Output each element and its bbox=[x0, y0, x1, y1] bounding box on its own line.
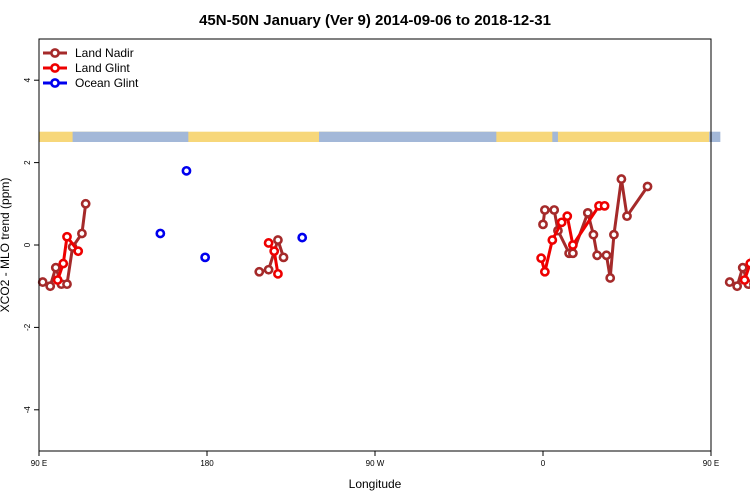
land-glint-point bbox=[263, 238, 274, 248]
legend-item-ocean-glint: Ocean Glint bbox=[43, 76, 139, 90]
land-glint-point bbox=[73, 246, 84, 257]
land-glint-point bbox=[269, 246, 280, 257]
land-nadir-point bbox=[567, 248, 578, 259]
y-tick-label: 0 bbox=[23, 242, 32, 247]
land-glint-series bbox=[52, 200, 750, 285]
land-nadir-point bbox=[582, 207, 593, 218]
ocean-glint-point bbox=[297, 232, 308, 243]
land-glint-line bbox=[56, 233, 80, 281]
land-nadir-point bbox=[254, 266, 265, 277]
land-nadir-point bbox=[50, 262, 61, 273]
land-nadir-point bbox=[609, 229, 619, 240]
land-nadir-point bbox=[539, 205, 550, 215]
land-glint-point bbox=[599, 200, 610, 211]
map-background-band bbox=[39, 131, 721, 142]
land-nadir-point bbox=[80, 198, 91, 209]
land-nadir-point bbox=[588, 229, 599, 240]
ocean-glint-point bbox=[155, 228, 166, 239]
land-nadir-point bbox=[724, 277, 735, 287]
legend-marker bbox=[50, 63, 60, 73]
land-glint-line bbox=[743, 257, 750, 281]
land-nadir-point bbox=[263, 264, 274, 275]
y-axis-label: XCO2 - MLO trend (ppm) bbox=[0, 178, 12, 313]
land-glint-point bbox=[745, 258, 750, 269]
land-glint-point bbox=[739, 275, 750, 285]
land-glint-point bbox=[536, 253, 547, 264]
land-glint-point bbox=[58, 258, 69, 269]
legend-item-land-nadir: Land Nadir bbox=[43, 46, 134, 60]
land-nadir-point bbox=[605, 273, 616, 283]
land-nadir-point bbox=[616, 174, 627, 184]
y-tick-label: 2 bbox=[23, 160, 32, 165]
x-tick-label: 90 W bbox=[366, 459, 385, 468]
land-nadir-point bbox=[642, 181, 653, 192]
land-nadir-point bbox=[45, 281, 56, 292]
legend-marker bbox=[50, 48, 60, 58]
land-glint-point bbox=[556, 217, 567, 228]
land-nadir-point bbox=[37, 277, 48, 287]
y-tick-label: -4 bbox=[23, 406, 32, 414]
land-nadir-series bbox=[37, 174, 750, 292]
x-tick-label: 0 bbox=[541, 459, 546, 468]
x-axis: 90 E 180 90 W 0 90 E bbox=[31, 451, 719, 468]
land-nadir-point bbox=[601, 250, 612, 261]
y-axis: -4 -2 0 2 4 bbox=[23, 77, 39, 413]
land-glint-point bbox=[567, 240, 578, 250]
land-nadir-point bbox=[62, 279, 72, 290]
x-tick-label: 90 E bbox=[703, 459, 719, 468]
x-tick-label: 180 bbox=[200, 459, 214, 468]
land-nadir-point bbox=[273, 235, 283, 245]
land-glint-point bbox=[539, 266, 550, 277]
chart-title: 45N-50N January (Ver 9) 2014-09-06 to 20… bbox=[199, 12, 551, 29]
legend-label: Ocean Glint bbox=[75, 76, 139, 90]
land-glint-point bbox=[547, 235, 558, 245]
ocean-glint-point bbox=[181, 165, 192, 176]
ocean-band bbox=[72, 131, 189, 142]
y-tick-label: -2 bbox=[23, 323, 32, 331]
ocean-glint-series bbox=[155, 165, 308, 263]
ocean-band bbox=[552, 131, 558, 142]
land-nadir-point bbox=[622, 211, 632, 222]
ocean-band bbox=[319, 131, 497, 142]
x-axis-label: Longitude bbox=[349, 477, 402, 491]
land-nadir-point bbox=[592, 250, 603, 261]
land-nadir-point bbox=[737, 262, 748, 273]
plot-frame bbox=[38, 38, 712, 452]
land-nadir-point bbox=[538, 219, 548, 230]
land-nadir-point bbox=[549, 205, 560, 215]
plot-area bbox=[37, 165, 750, 292]
land-nadir-line bbox=[42, 203, 88, 289]
land-nadir-point bbox=[77, 228, 87, 239]
land-glint-point bbox=[62, 231, 72, 242]
legend-item-land-glint: Land Glint bbox=[43, 61, 130, 75]
land-nadir-point bbox=[278, 252, 289, 263]
legend-marker bbox=[50, 78, 60, 88]
land-glint-point bbox=[273, 268, 283, 279]
ocean-band bbox=[709, 131, 721, 142]
y-tick-label: 4 bbox=[23, 77, 32, 82]
ocean-glint-point bbox=[200, 252, 211, 263]
land-glint-point bbox=[52, 275, 63, 285]
legend-label: Land Glint bbox=[75, 61, 130, 75]
land-nadir-point bbox=[732, 281, 743, 292]
legend-label: Land Nadir bbox=[75, 46, 134, 60]
land-glint-point bbox=[562, 211, 573, 222]
x-tick-label: 90 E bbox=[31, 459, 47, 468]
